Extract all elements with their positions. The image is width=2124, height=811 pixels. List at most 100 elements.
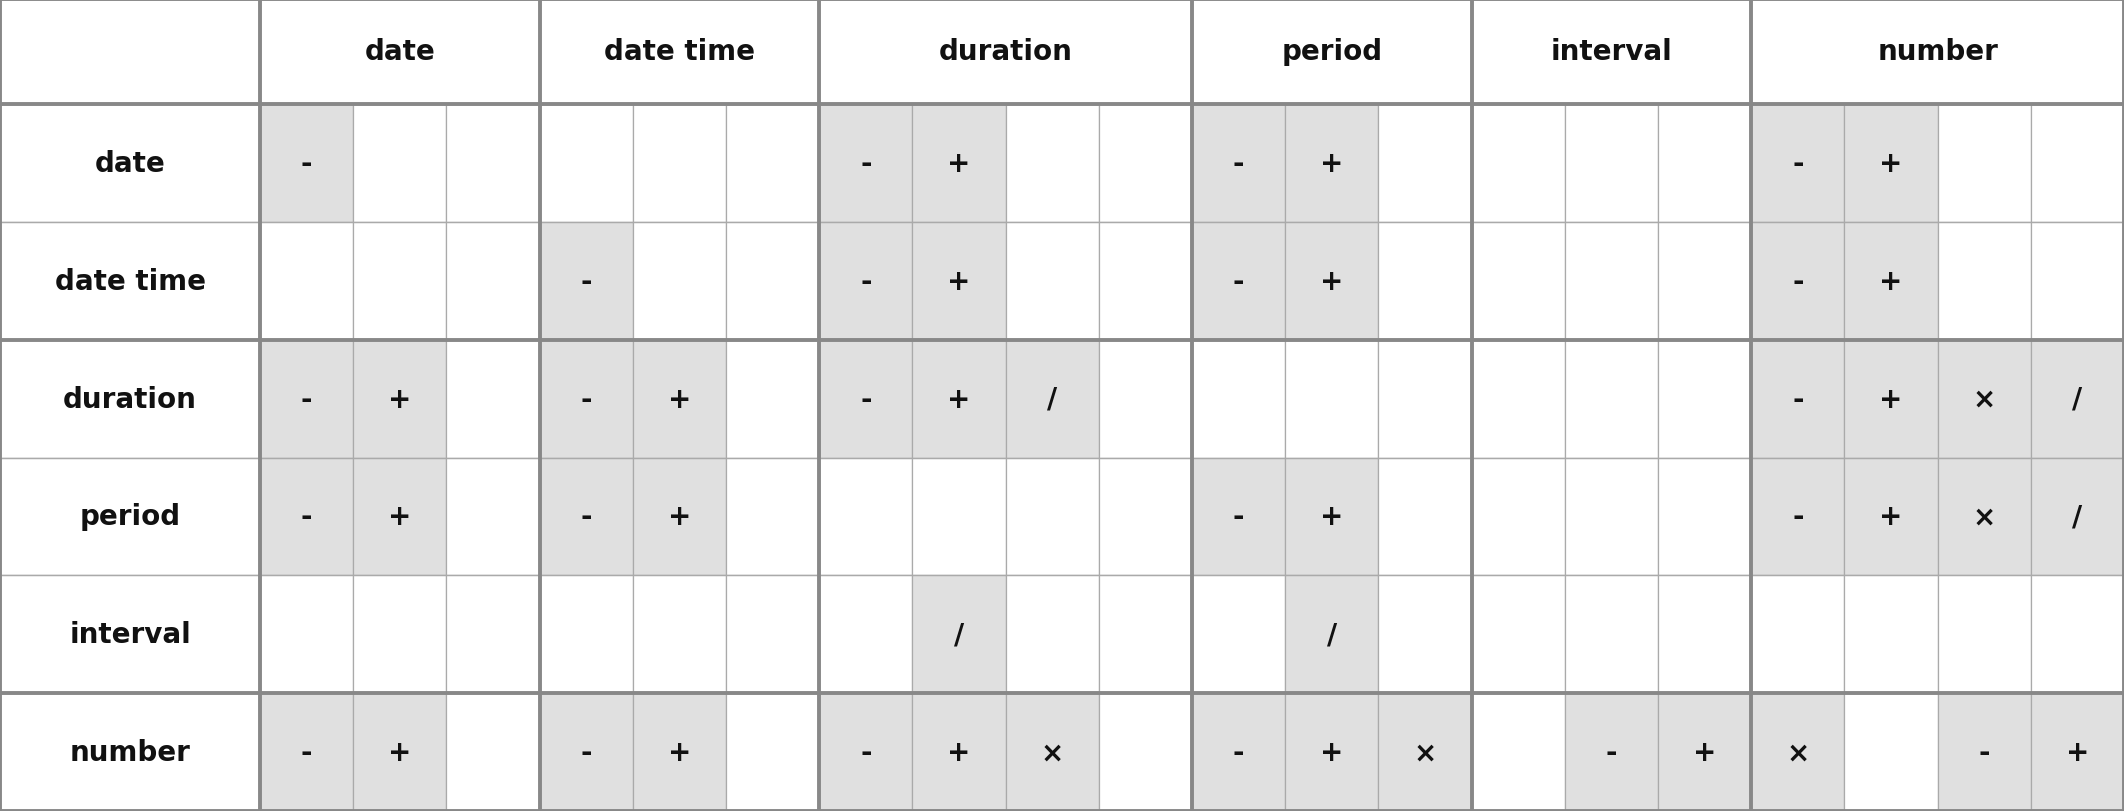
Bar [1565, 341, 1659, 458]
Text: -: - [1977, 738, 1990, 766]
Text: interval: interval [1551, 38, 1672, 67]
Text: /: / [2073, 385, 2082, 413]
Bar [353, 341, 446, 458]
Bar [1659, 222, 1750, 341]
Text: +: + [1321, 738, 1344, 766]
Bar [820, 693, 913, 811]
Bar [633, 105, 726, 222]
Bar [1192, 0, 1472, 105]
Bar [1378, 693, 1472, 811]
Text: -: - [860, 385, 871, 413]
Bar [259, 693, 353, 811]
Bar [1844, 458, 1937, 576]
Text: +: + [947, 738, 971, 766]
Text: -: - [1793, 385, 1803, 413]
Bar [1285, 458, 1378, 576]
Bar [1472, 458, 1565, 576]
Text: +: + [1693, 738, 1716, 766]
Text: period: period [1281, 38, 1383, 67]
Bar [2031, 222, 2124, 341]
Bar [1192, 458, 1285, 576]
Text: +: + [389, 385, 412, 413]
Bar [1844, 105, 1937, 222]
Text: +: + [389, 503, 412, 530]
Text: ×: × [1041, 738, 1064, 766]
Bar [0, 0, 259, 105]
Bar [913, 105, 1005, 222]
Bar [1937, 576, 2031, 693]
Bar [726, 105, 820, 222]
Bar [633, 576, 726, 693]
Bar [1005, 105, 1098, 222]
Bar [446, 693, 539, 811]
Bar [259, 105, 353, 222]
Text: +: + [1880, 503, 1903, 530]
Bar [1285, 105, 1378, 222]
Bar [446, 341, 539, 458]
Bar [1005, 576, 1098, 693]
Bar [259, 576, 353, 693]
Bar [820, 341, 913, 458]
Bar [1565, 576, 1659, 693]
Text: number: number [1878, 38, 1999, 67]
Bar [0, 458, 259, 576]
Bar [259, 341, 353, 458]
Text: -: - [1606, 738, 1616, 766]
Bar [1192, 222, 1285, 341]
Bar [1005, 341, 1098, 458]
Bar [1285, 693, 1378, 811]
Text: ×: × [1786, 738, 1810, 766]
Bar [353, 458, 446, 576]
Text: -: - [860, 738, 871, 766]
Bar [633, 341, 726, 458]
Bar [1937, 341, 2031, 458]
Text: /: / [1047, 385, 1058, 413]
Bar [1285, 341, 1378, 458]
Text: date time: date time [55, 268, 206, 295]
Bar [2031, 576, 2124, 693]
Text: +: + [1321, 268, 1344, 295]
Bar [1192, 105, 1285, 222]
Bar [1750, 576, 1844, 693]
Bar [446, 576, 539, 693]
Bar [259, 222, 353, 341]
Bar [913, 458, 1005, 576]
Bar [1098, 222, 1192, 341]
Bar [1378, 576, 1472, 693]
Bar [1005, 693, 1098, 811]
Bar [820, 222, 913, 341]
Text: ×: × [1973, 385, 1997, 413]
Text: +: + [667, 503, 690, 530]
Bar [446, 458, 539, 576]
Bar [1378, 105, 1472, 222]
Bar [539, 576, 633, 693]
Text: +: + [1880, 385, 1903, 413]
Bar [1285, 222, 1378, 341]
Bar [820, 576, 913, 693]
Text: -: - [580, 503, 593, 530]
Bar [539, 341, 633, 458]
Bar [353, 693, 446, 811]
Bar [1844, 222, 1937, 341]
Text: -: - [1232, 268, 1245, 295]
Text: +: + [947, 268, 971, 295]
Text: -: - [302, 503, 312, 530]
Bar [539, 0, 820, 105]
Text: -: - [580, 738, 593, 766]
Bar [820, 0, 1192, 105]
Bar [1659, 105, 1750, 222]
Text: +: + [1321, 503, 1344, 530]
Bar [1750, 222, 1844, 341]
Text: -: - [1232, 503, 1245, 530]
Bar [1937, 458, 2031, 576]
Text: -: - [1232, 738, 1245, 766]
Bar [1192, 576, 1285, 693]
Bar [0, 105, 259, 222]
Bar [259, 458, 353, 576]
Bar [820, 458, 913, 576]
Text: +: + [667, 385, 690, 413]
Text: -: - [1793, 150, 1803, 178]
Text: -: - [302, 738, 312, 766]
Bar [726, 222, 820, 341]
Text: date time: date time [603, 38, 754, 67]
